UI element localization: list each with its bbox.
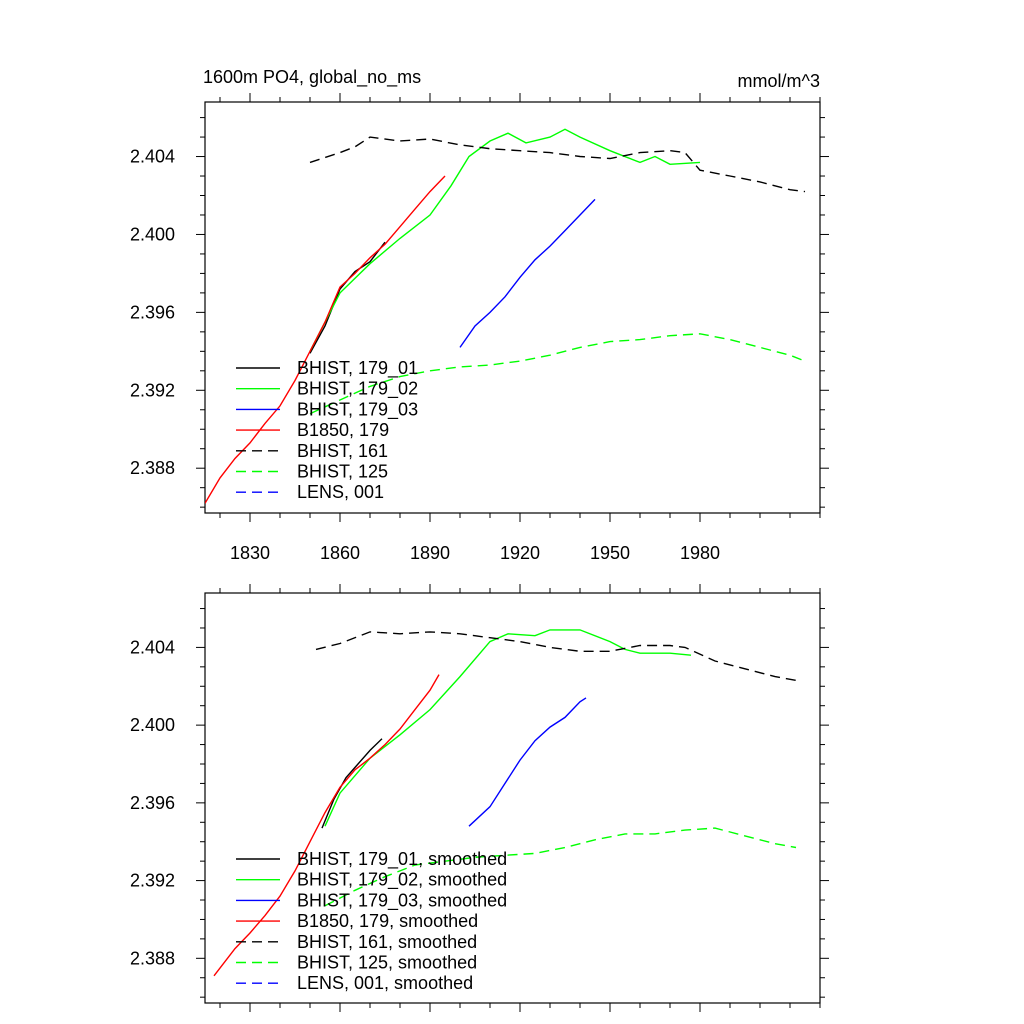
x-tick-label: 1890 xyxy=(410,543,450,563)
y-tick-label: 2.400 xyxy=(130,715,175,735)
series-line-bhist-125-smoothed xyxy=(324,827,797,907)
series-line-bhist-161-smoothed xyxy=(315,631,797,682)
series-line-b1850-179 xyxy=(205,175,446,504)
legend-label: LENS, 001, smoothed xyxy=(297,973,473,993)
series-group xyxy=(213,629,797,977)
y-tick-label: 2.392 xyxy=(130,871,175,891)
legend-label: BHIST, 179_03, smoothed xyxy=(297,890,507,911)
plot-frame xyxy=(204,101,821,514)
series-line-bhist-179-03-smoothed xyxy=(468,697,587,827)
legend-label: BHIST, 179_01 xyxy=(297,358,418,379)
x-tick-label: 1860 xyxy=(320,543,360,563)
y-tick-label: 2.396 xyxy=(130,793,175,813)
series-line-bhist-179-02 xyxy=(309,128,701,352)
bottom-panel: 2.388 2.392 2.396 2.400 2.404 BHIST, 179_01, … xyxy=(130,584,829,1012)
legend-label: BHIST, 125, smoothed xyxy=(297,953,477,973)
legend-label: LENS, 001 xyxy=(297,482,384,502)
x-tick-label: 1830 xyxy=(230,543,270,563)
legend-label: BHIST, 179_03 xyxy=(297,399,418,420)
y-tick-label: 2.400 xyxy=(130,224,175,244)
x-tick-label: 1920 xyxy=(500,543,540,563)
series-line-bhist-125 xyxy=(309,333,806,415)
legend-label: BHIST, 161 xyxy=(297,441,388,461)
y-tick-label: 2.392 xyxy=(130,380,175,400)
legend-label: BHIST, 179_02, smoothed xyxy=(297,870,507,891)
plot-frame xyxy=(204,592,821,1004)
top-panel: 2.388 2.392 2.396 2.400 2.404 1830 1860 1890 192… xyxy=(130,93,829,563)
legend-label: BHIST, 161, smoothed xyxy=(297,932,477,952)
y-tick-label: 2.396 xyxy=(130,302,175,322)
x-tick-label: 1980 xyxy=(680,543,720,563)
series-line-bhist-161 xyxy=(309,136,806,193)
series-line-b1850-179-smoothed xyxy=(213,674,440,977)
legend-label: BHIST, 179_01, smoothed xyxy=(297,849,507,870)
y-tick-label: 2.388 xyxy=(130,458,175,478)
legend-label: BHIST, 125 xyxy=(297,462,388,482)
series-line-bhist-179-01-smoothed xyxy=(321,738,383,829)
y-tick-label: 2.404 xyxy=(130,147,175,167)
x-tick-label: 1950 xyxy=(590,543,630,563)
y-tick-label: 2.404 xyxy=(130,637,175,657)
legend-label: B1850, 179, smoothed xyxy=(297,911,478,931)
units-label: mmol/m^3 xyxy=(738,71,820,91)
legend-label: B1850, 179 xyxy=(297,420,389,440)
plot-title: 1600m PO4, global_no_ms xyxy=(203,67,421,88)
series-line-bhist-179-01 xyxy=(309,241,386,354)
legend-label: BHIST, 179_02 xyxy=(297,379,418,400)
y-tick-label: 2.388 xyxy=(130,948,175,968)
series-line-bhist-179-03 xyxy=(459,198,596,348)
series-group xyxy=(205,128,806,504)
series-line-bhist-179-02-smoothed xyxy=(324,629,692,827)
